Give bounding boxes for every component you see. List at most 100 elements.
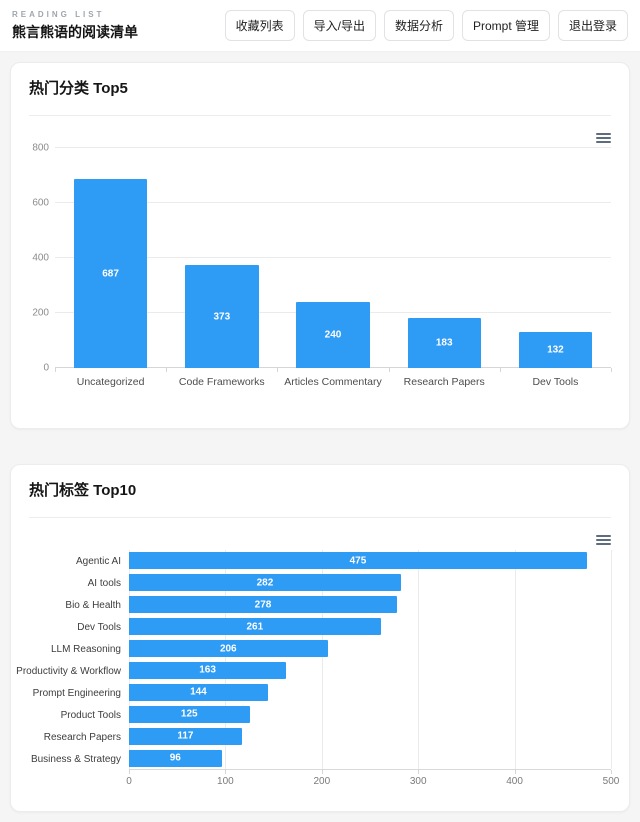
chart-context-menu-icon[interactable] xyxy=(596,130,611,146)
top-tags-bar-chart: Agentic AI AI tools Bio & Health Dev Tools L… xyxy=(16,532,619,795)
category-bar[interactable]: 687 xyxy=(73,179,148,368)
tag-bar[interactable]: 278 xyxy=(129,596,397,614)
axis-tick xyxy=(499,368,501,372)
nav-data-analysis-button[interactable]: 数据分析 xyxy=(383,10,454,41)
tag-bar[interactable]: 96 xyxy=(129,749,222,767)
bar-value-label: 163 xyxy=(199,664,216,676)
category-bar[interactable]: 132 xyxy=(518,331,593,368)
x-axis-tick-label: 500 xyxy=(602,776,620,787)
tag-label: Dev Tools xyxy=(77,621,121,633)
bar-value-label: 687 xyxy=(102,268,119,280)
category-label: Code Frameworks xyxy=(178,376,265,388)
bar-value-label: 183 xyxy=(435,337,453,349)
bar-value-label: 117 xyxy=(177,730,194,742)
bar-row: 96 xyxy=(129,747,611,769)
axis-tick xyxy=(611,770,612,774)
bars-container: 475 282 278 261 206 163 144 125 117 96 xyxy=(129,550,611,769)
tag-bar[interactable]: 117 xyxy=(129,727,242,745)
tag-label: Agentic AI xyxy=(75,555,121,567)
card-top-tags: 热门标签 Top10 Agentic AI AI tools Bio & Healt… xyxy=(10,464,630,812)
gridline xyxy=(611,550,612,769)
nav-favorites-button[interactable]: 收藏列表 xyxy=(224,10,295,41)
category-bar[interactable]: 240 xyxy=(296,302,370,368)
tag-bar[interactable]: 144 xyxy=(129,683,268,701)
main-nav: 收藏列表 导入/导出 数据分析 Prompt 管理 退出登录 xyxy=(224,10,628,41)
bar-row: 144 xyxy=(129,681,611,703)
nav-logout-button[interactable]: 退出登录 xyxy=(557,10,628,41)
category-bar[interactable]: 373 xyxy=(185,265,259,368)
gridline xyxy=(129,550,130,769)
card-top-categories: 热门分类 Top5 0 200 400 600 800 687 373 240 183 132 … xyxy=(10,62,630,429)
category-label: Uncategorized xyxy=(76,376,145,388)
bar-value-label: 261 xyxy=(246,621,264,633)
x-axis-tick-label: 300 xyxy=(409,776,427,787)
axis-tick xyxy=(611,368,612,372)
tag-label: AI tools xyxy=(87,577,121,589)
tag-bar[interactable]: 261 xyxy=(129,618,381,636)
bar-row: 117 xyxy=(129,725,611,747)
y-axis-tick-label: 800 xyxy=(32,142,49,154)
tag-label: Research Papers xyxy=(43,731,121,743)
bar-slot: 687 xyxy=(55,148,166,368)
tag-label: Product Tools xyxy=(60,709,121,721)
axis-tick xyxy=(166,368,168,372)
x-axis-category-labels: Uncategorized Code Frameworks Articles Com… xyxy=(55,376,611,388)
category-bar[interactable]: 183 xyxy=(407,317,481,368)
tag-label: Prompt Engineering xyxy=(32,687,121,699)
y-axis-category-labels: Agentic AI AI tools Bio & Health Dev Tools L… xyxy=(16,550,129,770)
bar-value-label: 475 xyxy=(349,555,367,567)
tag-bar[interactable]: 163 xyxy=(129,661,287,679)
chart-context-menu-icon[interactable] xyxy=(596,532,611,548)
tag-label: Bio & Health xyxy=(65,599,121,611)
tag-bar[interactable]: 282 xyxy=(129,574,401,592)
top-categories-bar-chart: 0 200 400 600 800 687 373 240 183 132 Uncategori… xyxy=(29,130,612,412)
bar-slot: 183 xyxy=(389,148,500,368)
bar-value-label: 240 xyxy=(324,329,342,341)
bar-row: 261 xyxy=(129,616,611,638)
gridline xyxy=(55,257,611,258)
x-axis-tick-labels: 0 100 200 300 400 500 xyxy=(126,776,619,789)
axis-tick xyxy=(225,770,227,774)
bar-slot: 132 xyxy=(500,148,611,368)
nav-prompt-management-button[interactable]: Prompt 管理 xyxy=(461,10,550,41)
axis-tick xyxy=(321,770,323,774)
bar-row: 163 xyxy=(129,660,611,682)
bar-value-label: 144 xyxy=(190,686,207,698)
x-axis-tick-label: 200 xyxy=(313,776,331,787)
gridline xyxy=(418,550,420,769)
y-axis-tick-label: 400 xyxy=(32,252,49,264)
y-axis-tick-label: 600 xyxy=(32,197,49,209)
tag-bar[interactable]: 206 xyxy=(129,640,328,658)
content-area: 热门分类 Top5 0 200 400 600 800 687 373 240 183 132 … xyxy=(0,52,640,822)
bar-slot: 373 xyxy=(166,148,277,368)
category-label: Articles Commentary xyxy=(284,376,382,388)
bar-slot: 240 xyxy=(277,148,388,368)
y-axis-tick-label: 200 xyxy=(32,307,49,319)
divider xyxy=(29,517,611,518)
category-label: Research Papers xyxy=(403,376,485,388)
brand: READING LIST 熊言熊语的阅读清单 xyxy=(12,10,138,42)
bar-value-label: 373 xyxy=(213,311,231,323)
bars-container: 687 373 240 183 132 xyxy=(55,148,611,368)
top-categories-title: 热门分类 Top5 xyxy=(29,80,128,97)
gridline xyxy=(55,202,611,203)
y-axis: 0 200 400 600 800 xyxy=(29,143,55,374)
bar-row: 206 xyxy=(129,638,611,660)
tag-bar[interactable]: 125 xyxy=(129,705,250,723)
axis-tick xyxy=(277,368,279,372)
bar-value-label: 125 xyxy=(180,708,198,720)
top-header: READING LIST 熊言熊语的阅读清单 收藏列表 导入/导出 数据分析 P… xyxy=(0,0,640,52)
axis-tick xyxy=(418,770,420,774)
axis-tick xyxy=(129,770,130,774)
x-axis-tick-label: 0 xyxy=(126,776,132,787)
divider xyxy=(29,115,611,116)
plot-area: 475 282 278 261 206 163 144 125 117 96 xyxy=(129,550,612,774)
plot-area: 687 373 240 183 132 xyxy=(55,147,612,372)
tag-bar[interactable]: 475 xyxy=(129,552,587,570)
nav-import-export-button[interactable]: 导入/导出 xyxy=(302,10,376,41)
bar-row: 278 xyxy=(129,594,611,616)
top-tags-title: 热门标签 Top10 xyxy=(29,482,137,499)
bar-row: 282 xyxy=(129,572,611,594)
tag-label: LLM Reasoning xyxy=(50,643,121,655)
tag-label: Productivity & Workflow xyxy=(16,665,121,677)
